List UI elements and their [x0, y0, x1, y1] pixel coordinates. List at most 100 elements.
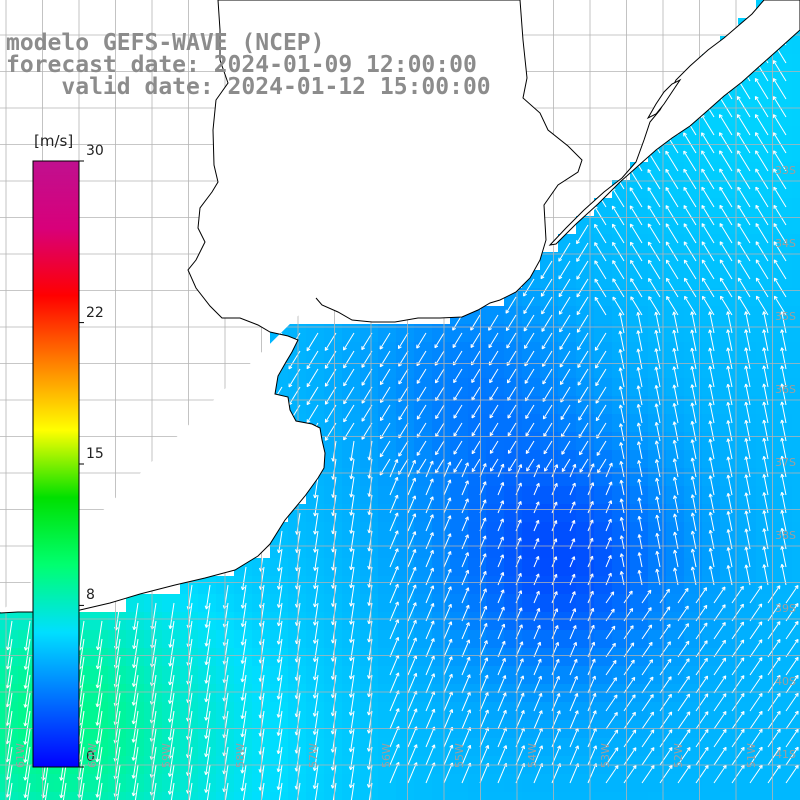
wind-arrow	[416, 404, 427, 420]
field-cell	[612, 792, 631, 800]
wind-arrow	[276, 566, 283, 590]
wind-arrow	[443, 709, 454, 730]
wind-arrow	[569, 641, 578, 658]
wind-arrow	[533, 519, 540, 532]
wind-arrow	[479, 588, 487, 604]
field-cell	[450, 468, 469, 487]
wind-arrow	[407, 672, 418, 694]
field-cell	[666, 558, 685, 577]
field-cell	[414, 414, 433, 433]
wind-arrow	[558, 260, 571, 280]
field-cell	[324, 396, 343, 415]
field-cell	[432, 504, 451, 523]
wind-arrow	[366, 728, 373, 752]
wind-arrow	[204, 656, 211, 684]
field-cell	[666, 540, 685, 559]
wind-arrow	[569, 745, 579, 766]
wind-arrow	[497, 463, 505, 478]
wind-arrow	[708, 511, 715, 532]
wind-arrow	[672, 439, 679, 460]
field-cell	[432, 630, 451, 649]
field-cell	[684, 342, 703, 361]
field-cell	[702, 288, 721, 307]
wind-arrow	[755, 277, 769, 298]
wind-arrow	[690, 512, 697, 532]
field-cell	[486, 666, 505, 685]
field-cell	[504, 306, 523, 325]
wind-arrow	[240, 602, 247, 627]
wind-arrow	[204, 620, 211, 647]
field-cell	[684, 198, 703, 217]
wind-arrow	[389, 672, 400, 694]
field-cell	[774, 558, 793, 577]
field-cell	[504, 324, 523, 343]
field-cell	[720, 738, 739, 757]
wind-arrow	[708, 438, 715, 460]
wind-arrow	[542, 404, 553, 420]
wind-arrow	[762, 564, 769, 586]
wind-arrow	[754, 132, 769, 154]
wind-arrow	[713, 604, 726, 622]
wind-arrow	[623, 694, 636, 712]
wind-arrow	[425, 585, 435, 604]
wind-arrow	[780, 563, 787, 586]
wind-arrow	[443, 497, 452, 514]
wind-arrow	[95, 746, 103, 781]
field-cell	[774, 540, 793, 559]
wind-arrow	[379, 422, 391, 440]
wind-arrow	[132, 602, 139, 631]
wind-arrow	[605, 481, 613, 496]
field-cell	[288, 792, 307, 800]
wind-arrow	[641, 659, 654, 676]
field-cell	[792, 378, 800, 397]
wind-arrow	[683, 277, 697, 298]
wind-arrow	[594, 223, 607, 244]
field-cell	[720, 162, 739, 181]
field-cell	[702, 270, 721, 289]
wind-arrow	[754, 95, 769, 118]
wind-arrow	[561, 458, 571, 473]
field-cell	[18, 792, 37, 800]
wind-arrow	[490, 458, 499, 472]
field-cell	[450, 378, 469, 397]
wind-arrow	[629, 187, 643, 208]
wind-arrow	[767, 585, 781, 604]
field-cell	[180, 792, 199, 800]
field-cell	[522, 378, 541, 397]
field-cell	[666, 684, 685, 703]
wind-arrow	[497, 482, 505, 496]
wind-arrow	[131, 746, 139, 779]
field-cell	[792, 144, 800, 163]
field-cell	[378, 612, 397, 631]
wind-arrow	[655, 550, 661, 568]
field-cell	[684, 306, 703, 325]
wind-arrow	[719, 168, 733, 190]
field-cell	[468, 666, 487, 685]
wind-arrow	[655, 496, 661, 514]
wind-arrow	[313, 476, 319, 499]
wind-arrow	[425, 478, 434, 496]
field-cell	[360, 378, 379, 397]
field-cell	[324, 792, 343, 800]
field-cell	[540, 666, 559, 685]
field-cell	[540, 432, 559, 451]
wind-arrow	[636, 403, 643, 424]
wind-arrow	[5, 620, 13, 651]
wind-arrow	[425, 514, 434, 532]
wind-arrow	[587, 710, 597, 730]
wind-arrow	[479, 657, 489, 676]
wind-arrow	[559, 332, 571, 350]
field-cell	[612, 270, 631, 289]
field-cell	[432, 774, 451, 793]
field-cell	[486, 702, 505, 721]
field-cell	[504, 522, 523, 541]
field-cell	[630, 486, 649, 505]
wind-arrow	[605, 694, 618, 712]
field-cell	[720, 450, 739, 469]
wind-arrow	[636, 311, 643, 334]
wind-arrow	[569, 501, 576, 514]
field-cell	[558, 378, 577, 397]
field-cell	[540, 270, 559, 289]
field-cell	[666, 720, 685, 739]
